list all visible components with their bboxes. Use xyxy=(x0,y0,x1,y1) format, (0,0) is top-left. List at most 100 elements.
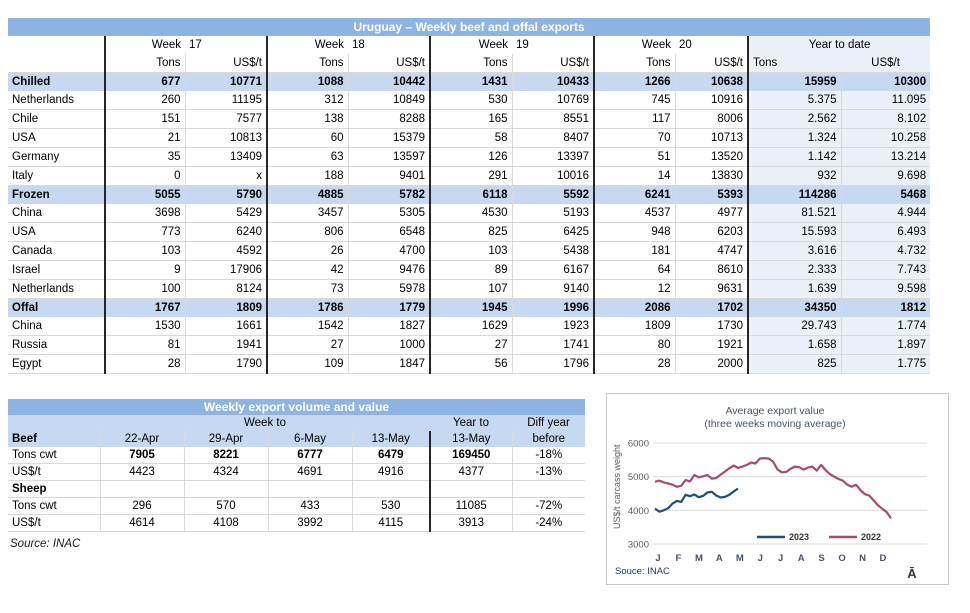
cell-value: 4592 xyxy=(184,241,267,261)
table-row: China 3698 5429 3457 5305 4530 5193 4537 4977 81.… xyxy=(8,204,931,223)
cell-value: 773 xyxy=(104,222,185,242)
y-tick-label: 3000 xyxy=(628,540,649,551)
cell-value: 6548 xyxy=(347,222,430,242)
table-row: USA 21 10813 60 15379 58 8407 70 10713 1.324 10.25… xyxy=(8,128,931,148)
cell-value: 6777 xyxy=(267,447,352,464)
cell-value: 26 xyxy=(266,241,348,261)
cell-value: 1.324 xyxy=(747,128,841,148)
units-header-row: Tons US$/t Tons US$/t Tons US$/t Tons US… xyxy=(8,54,931,73)
cell-value: 4423 xyxy=(99,463,184,481)
row-label: China xyxy=(8,204,105,223)
cell-value: 15379 xyxy=(347,128,430,148)
y-tick-label: 4000 xyxy=(628,506,649,517)
cell-value: 5393 xyxy=(674,185,748,204)
tons-header: Tons xyxy=(266,54,348,73)
cell-value: 10442 xyxy=(347,72,430,91)
cell-value: 5.375 xyxy=(747,91,841,110)
cell-value: 4614 xyxy=(99,514,184,532)
row-label: USA xyxy=(8,222,105,242)
section-row: Offal 1767 1809 1786 1779 1945 1996 2086 1702 343… xyxy=(8,298,931,317)
corner-cell xyxy=(8,54,105,73)
cell-value: 1741 xyxy=(511,335,594,355)
cell-value: 4747 xyxy=(674,241,748,261)
table-row: Netherlands 260 11195 312 10849 530 10769 745 10… xyxy=(8,91,931,110)
cell-value xyxy=(183,480,268,498)
tons-header: Tons xyxy=(593,54,675,73)
x-month-label: S xyxy=(818,553,824,564)
table-row: Germany 35 13409 63 13597 126 13397 51 13520 1.14… xyxy=(8,147,931,167)
cell-value: 291 xyxy=(429,166,512,186)
chart-source-note: Souce: INAC xyxy=(615,566,670,577)
cell-value: 114286 xyxy=(747,185,841,204)
cell-value: 58 xyxy=(429,128,512,148)
row-label: Chile xyxy=(8,109,105,129)
cell-value: x xyxy=(184,166,267,186)
x-month-label: N xyxy=(859,553,866,564)
cell-value: 100 xyxy=(104,279,185,299)
cell-value: 2.562 xyxy=(747,109,841,129)
cell-value: 73 xyxy=(266,279,348,299)
cell-value: 1767 xyxy=(104,298,185,317)
cell-value: 34350 xyxy=(747,298,841,317)
cell-value: 433 xyxy=(267,497,352,515)
usdt-header: US$/t xyxy=(674,54,748,73)
cell-value: 7.743 xyxy=(840,260,931,280)
volume-table-title-bar: Weekly export volume and value xyxy=(8,399,586,415)
date-header: 13-May xyxy=(429,431,512,447)
y-axis-label: US$/t carcass weight xyxy=(612,444,622,529)
series-line-2023 xyxy=(654,487,739,513)
cell-value: 1.142 xyxy=(747,147,841,167)
cell-value: 10849 xyxy=(347,91,430,110)
cell-value: 103 xyxy=(429,241,512,261)
average-export-value-chart: Average export value (three weeks moving … xyxy=(606,393,949,585)
cell-value: 1779 xyxy=(347,298,430,317)
chart-title: Average export value xyxy=(725,405,824,417)
x-month-label: M xyxy=(695,553,703,564)
row-label: US$/t xyxy=(8,514,100,532)
cell-value: 530 xyxy=(351,497,430,515)
cell-value: 109 xyxy=(266,354,348,374)
cell-value: 10769 xyxy=(511,91,594,110)
week-label: Week xyxy=(429,36,512,54)
date-header: 22-Apr xyxy=(99,431,184,447)
table-row: Russia 81 1941 27 1000 27 1741 80 1921 1.658 1.897 xyxy=(8,335,931,355)
cell-value: 1809 xyxy=(593,317,675,336)
cell-value xyxy=(99,480,184,498)
cell-value: 8221 xyxy=(183,447,268,464)
cell-value: 5468 xyxy=(840,185,931,204)
cell-value: 1088 xyxy=(266,72,348,91)
cell-value: 1996 xyxy=(511,298,594,317)
cell-value: 10433 xyxy=(511,72,594,91)
tons-header: Tons xyxy=(429,54,512,73)
cell-value: 3698 xyxy=(104,204,185,223)
x-month-label: M xyxy=(736,553,744,564)
ytd-header: Year to date xyxy=(746,36,931,54)
cell-value xyxy=(267,480,352,498)
cell-value: 60 xyxy=(266,128,348,148)
row-label: China xyxy=(8,317,105,336)
cell-value: 1661 xyxy=(184,317,267,336)
row-label: Italy xyxy=(8,166,105,186)
week-label: Week xyxy=(266,36,348,54)
cell-value: 9.698 xyxy=(840,166,931,186)
cell-value: 3457 xyxy=(266,204,348,223)
usdt-header: US$/t xyxy=(347,54,430,73)
cell-value: 9401 xyxy=(347,166,430,186)
cell-value: 21 xyxy=(104,128,185,148)
chart-svg: Average export value(three weeks moving … xyxy=(612,405,927,581)
x-month-label: O xyxy=(838,553,845,564)
cell-value: 1921 xyxy=(674,335,748,355)
cell-value: 6479 xyxy=(351,447,430,464)
cell-value: 169450 xyxy=(429,447,512,464)
y-tick-label: 5000 xyxy=(628,472,649,483)
cell-value: 1847 xyxy=(347,354,430,374)
source-note: Source: INAC xyxy=(10,538,81,550)
cell-value: 13409 xyxy=(184,147,267,167)
legend-label-2023: 2023 xyxy=(789,532,809,542)
cell-value: 29.743 xyxy=(747,317,841,336)
cell-value: 9 xyxy=(104,260,185,280)
cell-value: 825 xyxy=(429,222,512,242)
cell-value: 1827 xyxy=(347,317,430,336)
cell-value: 8610 xyxy=(674,260,748,280)
cell-value: 1000 xyxy=(347,335,430,355)
